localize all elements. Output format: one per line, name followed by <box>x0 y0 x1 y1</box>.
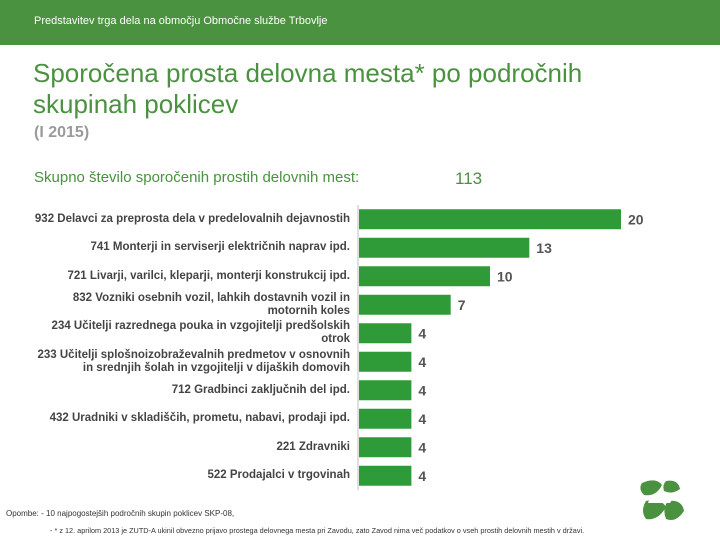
category-label: 741 Monterji in serviserji električnih n… <box>90 241 351 254</box>
bar <box>359 351 412 372</box>
footnote-line-1: Opombe: - 10 najpogostejših področnih sk… <box>6 509 235 518</box>
total-value: 113 <box>455 169 483 188</box>
bar <box>359 294 451 315</box>
header-bar: Predstavitev trga dela na območju Območn… <box>0 0 720 45</box>
data-label: 4 <box>418 439 426 455</box>
bar <box>359 209 621 230</box>
data-label: 4 <box>418 468 426 484</box>
data-label: 4 <box>418 325 426 341</box>
data-label: 4 <box>418 411 426 427</box>
category-label: 832 Vozniki osebnih vozil, lahkih dostav… <box>72 291 350 317</box>
header-text: Predstavitev trga dela na območju Območn… <box>34 15 328 27</box>
category-label: 721 Livarji, varilci, kleparji, monterji… <box>67 269 351 282</box>
footnote-line-2: - * z 12. aprilom 2013 je ZUTD-A ukinil … <box>50 526 585 535</box>
category-label: 432 Uradniki v skladiščih, prometu, naba… <box>49 412 350 425</box>
category-label: 932 Delavci za preprosta dela v predelov… <box>34 212 350 225</box>
category-label: 712 Gradbinci zaključnih del ipd. <box>171 383 350 396</box>
data-label: 4 <box>418 354 426 370</box>
total-label: Skupno število sporočenih prostih delovn… <box>34 169 360 186</box>
data-label: 10 <box>497 268 513 284</box>
bar <box>359 408 412 429</box>
zrsz-logo-icon <box>640 480 684 520</box>
bar <box>359 437 412 458</box>
category-label: 234 Učitelji razrednega pouka in vzgojit… <box>51 320 350 346</box>
page-title: Sporočena prosta delovna mesta* po podro… <box>33 58 583 119</box>
data-label: 13 <box>536 240 552 256</box>
bar <box>359 266 490 287</box>
bar <box>359 465 412 486</box>
category-label: 522 Prodajalci v trgovinah <box>207 469 350 482</box>
bar <box>359 380 412 401</box>
data-label: 20 <box>628 211 644 227</box>
data-label: 4 <box>418 382 426 398</box>
data-label: 7 <box>458 297 466 313</box>
bar <box>359 323 412 344</box>
bar <box>359 237 530 258</box>
category-label: 233 Učitelji splošnoizobraževalnih predm… <box>37 348 351 374</box>
category-label: 221 Zdravniki <box>276 440 350 453</box>
page-subtitle: (I 2015) <box>34 124 90 141</box>
